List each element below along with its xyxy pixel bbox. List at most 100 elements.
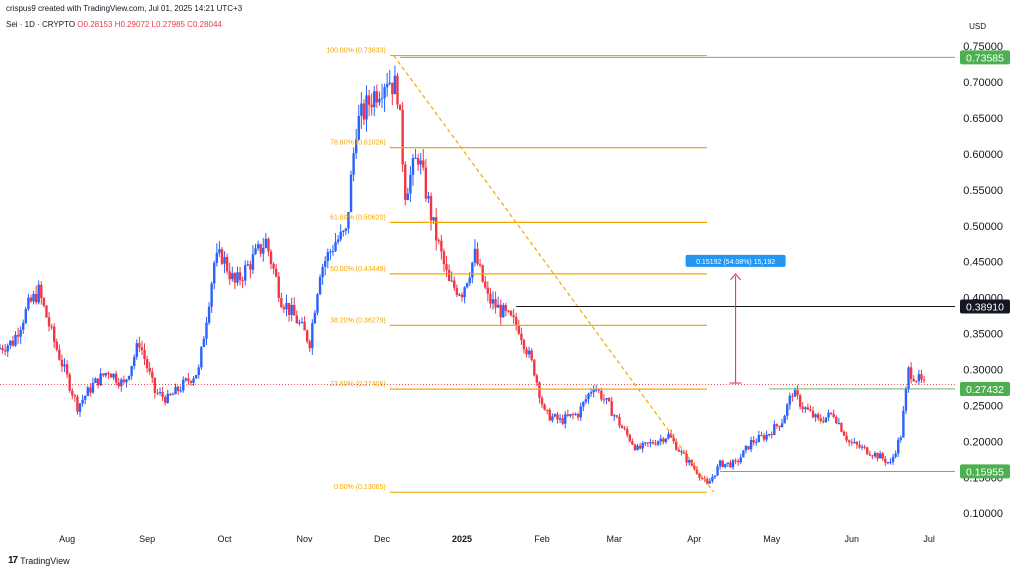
candle-body xyxy=(114,373,118,383)
candle-body xyxy=(14,334,17,346)
candle-body xyxy=(236,272,239,283)
candle-body xyxy=(223,256,226,264)
candle-body xyxy=(533,359,536,376)
candle-body xyxy=(876,453,879,459)
candle-body xyxy=(285,302,288,310)
candle-body xyxy=(151,371,154,378)
price-label-box xyxy=(960,464,1010,479)
candle-body xyxy=(664,438,668,442)
candle-body xyxy=(416,157,420,165)
candle-body xyxy=(316,294,319,313)
candle-body xyxy=(50,326,53,328)
candle-body xyxy=(107,373,110,375)
candle-body xyxy=(556,414,559,420)
candle-body xyxy=(238,272,242,281)
candle-body xyxy=(295,315,299,324)
candle-body xyxy=(349,174,353,212)
candle-body xyxy=(233,273,237,283)
candle-body xyxy=(636,445,639,450)
tradingview-logo-icon: 17 xyxy=(8,555,18,566)
candle-body xyxy=(251,254,255,270)
candle-body xyxy=(798,395,802,407)
y-tick-label: 0.50000 xyxy=(963,221,1003,233)
candle-body xyxy=(855,441,859,445)
candle-body xyxy=(305,330,309,342)
candle-body xyxy=(899,437,902,440)
candle-body xyxy=(458,294,461,296)
candle-body xyxy=(200,346,203,368)
measure-label-box xyxy=(685,254,786,267)
candle-body xyxy=(700,477,704,479)
price-label-text: 0.27432 xyxy=(966,384,1004,396)
candle-body xyxy=(548,409,551,421)
candle-body xyxy=(496,304,500,308)
candle-body xyxy=(628,434,631,442)
candle-body xyxy=(778,425,781,428)
candle-body xyxy=(435,217,438,241)
candle-body xyxy=(687,460,691,463)
candle-body xyxy=(605,398,608,400)
candle-body xyxy=(749,440,753,450)
candle-body xyxy=(447,270,451,281)
x-tick-label: Oct xyxy=(218,534,233,544)
candle-body xyxy=(770,434,773,436)
candle-body xyxy=(169,393,172,395)
y-tick-label: 0.75000 xyxy=(963,41,1003,53)
candle-body xyxy=(354,139,358,154)
candle-body xyxy=(225,256,229,272)
candle-body xyxy=(133,356,136,366)
tradingview-logo-text: TradingView xyxy=(20,555,70,566)
x-tick-label: Feb xyxy=(534,534,550,544)
candle-body xyxy=(693,465,696,469)
tradingview-logo[interactable]: 17 TradingView xyxy=(8,555,70,566)
candle-body xyxy=(244,265,247,281)
candle-body xyxy=(24,309,28,323)
candle-body xyxy=(827,412,830,418)
candle-body xyxy=(161,392,164,398)
x-tick-label: Aug xyxy=(59,534,75,544)
candle-body xyxy=(491,299,495,304)
candle-body xyxy=(409,174,412,194)
x-tick-label: Sep xyxy=(139,534,155,544)
price-label-text: 0.38910 xyxy=(966,301,1004,313)
candle-body xyxy=(367,95,371,105)
x-tick-label: Dec xyxy=(374,534,391,544)
candle-body xyxy=(623,428,626,430)
candle-body xyxy=(86,387,89,397)
symbol-name[interactable]: Sei · 1D · CRYPTO xyxy=(6,20,76,29)
candle-body xyxy=(362,103,366,120)
candle-body xyxy=(194,375,198,379)
candle-body xyxy=(9,340,12,346)
candle-body xyxy=(564,414,567,424)
candle-body xyxy=(783,415,786,424)
candle-body xyxy=(145,359,149,369)
candle-body xyxy=(757,435,761,443)
candle-body xyxy=(840,422,843,432)
candle-body xyxy=(711,477,714,482)
candle-body xyxy=(571,414,575,416)
fib-level-label: 38.20% (0.36279) xyxy=(330,317,386,324)
candle-body xyxy=(158,392,162,394)
candle-body xyxy=(672,437,675,442)
candle-body xyxy=(775,424,779,426)
candle-body xyxy=(662,438,665,442)
candle-body xyxy=(192,378,195,383)
candle-body xyxy=(796,390,799,396)
symbol-legend[interactable]: Sei · 1D · CRYPTO O0.28153 H0.29072 L0.2… xyxy=(6,20,222,29)
candle-body xyxy=(22,322,25,330)
candle-body xyxy=(752,440,755,443)
fib-level-label: 50.00% (0.43449) xyxy=(330,266,386,273)
fib-level-label: 61.80% (0.50620) xyxy=(330,214,386,221)
candle-body xyxy=(576,413,580,418)
candle-body xyxy=(773,424,776,435)
candle-body xyxy=(641,443,644,449)
candle-body xyxy=(228,271,231,280)
candle-body xyxy=(321,266,324,278)
candle-body xyxy=(205,322,208,339)
candle-body xyxy=(176,386,180,391)
candle-body xyxy=(517,325,520,334)
candle-body xyxy=(866,447,869,455)
fib-level-label: 100.00% (0.73833) xyxy=(326,48,386,55)
candle-body xyxy=(618,416,621,426)
